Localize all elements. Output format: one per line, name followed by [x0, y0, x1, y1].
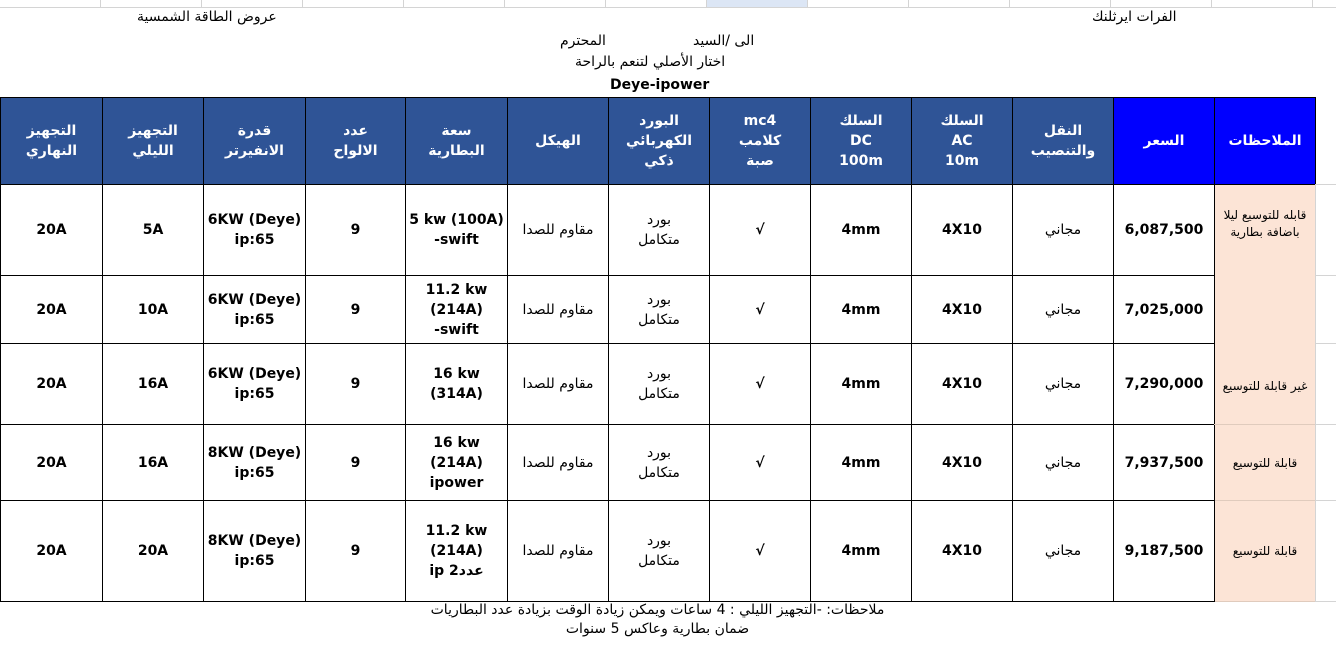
cell-frame[interactable]: مقاوم للصدا — [507, 424, 609, 501]
cell-panels[interactable]: 9 — [305, 275, 406, 344]
cell-dc[interactable]: 4mm — [810, 343, 912, 425]
table-row: 20A 16A 6KW (Deye) ip:65 9 16 kw (314A) مقاوم… — [0, 343, 1316, 425]
cell-battery[interactable]: 11.2 kw (214A) -swift — [405, 275, 508, 344]
column-header[interactable]: التجهيز الليلي — [102, 97, 204, 185]
notes-cell[interactable]: قابلة للتوسيع — [1214, 424, 1316, 501]
cell-inverter[interactable]: 8KW (Deye) ip:65 — [203, 424, 306, 501]
cell-install[interactable]: مجاني — [1012, 424, 1114, 501]
cell-frame[interactable]: مقاوم للصدا — [507, 184, 609, 276]
cell-board[interactable]: بورد متكامل — [608, 343, 710, 425]
cell-ac[interactable]: 4X10 — [911, 500, 1013, 602]
cell-battery[interactable]: 16 kw (214A) ipower — [405, 424, 508, 501]
slogan: اختار الأصلي لتنعم بالراحة — [575, 54, 726, 70]
cell-price[interactable]: 7,025,000 — [1113, 275, 1215, 344]
cell-dc[interactable]: 4mm — [810, 500, 912, 602]
column-header[interactable]: قدرة الانفيرتر — [203, 97, 306, 185]
cell-mc4[interactable]: √ — [709, 184, 811, 276]
offer-title: عروض الطاقة الشمسية — [137, 9, 277, 25]
cell-night[interactable]: 5A — [102, 184, 204, 276]
cell-dc[interactable]: 4mm — [810, 275, 912, 344]
header-row: التجهيز النهاري التجهيز الليلي قدرة الانفي… — [0, 97, 1316, 185]
cell-board[interactable]: بورد متكامل — [608, 184, 710, 276]
cell-panels[interactable]: 9 — [305, 343, 406, 425]
cell-inverter[interactable]: 6KW (Deye) ip:65 — [203, 275, 306, 344]
offers-table: التجهيز النهاري التجهيز الليلي قدرة الانفي… — [0, 97, 1316, 602]
cell-frame[interactable]: مقاوم للصدا — [507, 500, 609, 602]
table-row: 20A 10A 6KW (Deye) ip:65 9 11.2 kw (214A) -s… — [0, 275, 1316, 344]
cell-mc4[interactable]: √ — [709, 343, 811, 425]
column-grid-top — [0, 0, 1336, 8]
cell-panels[interactable]: 9 — [305, 184, 406, 276]
cell-price[interactable]: 9,187,500 — [1113, 500, 1215, 602]
cell-mc4[interactable]: √ — [709, 275, 811, 344]
table-row: 20A 5A 6KW (Deye) ip:65 9 5 kw (100A) -swift… — [0, 184, 1316, 425]
cell-board[interactable]: بورد متكامل — [608, 424, 710, 501]
cell-battery[interactable]: 5 kw (100A) -swift — [405, 184, 508, 276]
brand: Deye-ipower — [610, 77, 710, 93]
cell-install[interactable]: مجاني — [1012, 184, 1114, 276]
cell-ac[interactable]: 4X10 — [911, 275, 1013, 344]
cell-night[interactable]: 10A — [102, 275, 204, 344]
cell-board[interactable]: بورد متكامل — [608, 500, 710, 602]
respected: المحترم — [560, 33, 606, 49]
table-row: 20A 20A 8KW (Deye) ip:65 9 11.2 kw (214A) ip… — [0, 500, 1316, 602]
notes-cell[interactable]: قابلة للتوسيع — [1214, 500, 1316, 602]
column-header[interactable]: البورد الكهربائي ذكي — [608, 97, 710, 185]
cell-dc[interactable]: 4mm — [810, 424, 912, 501]
footer-line-2: ضمان بطارية وعاكس 5 سنوات — [565, 621, 750, 637]
cell-install[interactable]: مجاني — [1012, 275, 1114, 344]
cell-battery[interactable]: 11.2 kw (214A) ip عدد2 — [405, 500, 508, 602]
cell-panels[interactable]: 9 — [305, 424, 406, 501]
column-header[interactable]: التجهيز النهاري — [0, 97, 103, 185]
cell-install[interactable]: مجاني — [1012, 343, 1114, 425]
column-header[interactable]: عدد الالواح — [305, 97, 406, 185]
cell-mc4[interactable]: √ — [709, 500, 811, 602]
cell-inverter[interactable]: 6KW (Deye) ip:65 — [203, 184, 306, 276]
cell-ac[interactable]: 4X10 — [911, 343, 1013, 425]
footer-line-1: ملاحظات: -التجهيز الليلي : 4 ساعات ويمكن… — [430, 602, 885, 618]
cell-mc4[interactable]: √ — [709, 424, 811, 501]
cell-panels[interactable]: 9 — [305, 500, 406, 602]
cell-night[interactable]: 16A — [102, 424, 204, 501]
cell-day[interactable]: 20A — [0, 184, 103, 276]
cell-battery[interactable]: 16 kw (314A) — [405, 343, 508, 425]
cell-price[interactable]: 7,937,500 — [1113, 424, 1215, 501]
column-header[interactable]: السلك AC 10m — [911, 97, 1013, 185]
column-header[interactable]: السلك DC 100m — [810, 97, 912, 185]
cell-board[interactable]: بورد متكامل — [608, 275, 710, 344]
cell-night[interactable]: 20A — [102, 500, 204, 602]
footer-notes: ملاحظات: -التجهيز الليلي : 4 ساعات ويمكن… — [0, 601, 1315, 639]
note-text: غير قابلة للتوسيع — [1222, 379, 1308, 393]
column-header[interactable]: mc4 كلامب صبة — [709, 97, 811, 185]
cell-day[interactable]: 20A — [0, 424, 103, 501]
cell-frame[interactable]: مقاوم للصدا — [507, 343, 609, 425]
column-header[interactable]: النقل والتنصيب — [1012, 97, 1114, 185]
company-name: الفرات ايرثلنك — [1092, 9, 1177, 25]
note-text: قابله للتوسيع ليلا باضافة بطارية — [1223, 208, 1307, 239]
cell-day[interactable]: 20A — [0, 343, 103, 425]
cell-night[interactable]: 16A — [102, 343, 204, 425]
cell-frame[interactable]: مقاوم للصدا — [507, 275, 609, 344]
cell-install[interactable]: مجاني — [1012, 500, 1114, 602]
cell-inverter[interactable]: 6KW (Deye) ip:65 — [203, 343, 306, 425]
cell-price[interactable]: 6,087,500 — [1113, 184, 1215, 276]
cell-inverter[interactable]: 8KW (Deye) ip:65 — [203, 500, 306, 602]
to-mr: الى /السيد — [693, 33, 755, 49]
cell-dc[interactable]: 4mm — [810, 184, 912, 276]
cell-price[interactable]: 7,290,000 — [1113, 343, 1215, 425]
column-header[interactable]: سعة البطارية — [405, 97, 508, 185]
column-header[interactable]: السعر — [1113, 97, 1215, 185]
column-header[interactable]: الملاحظات — [1214, 97, 1316, 185]
notes-cell[interactable]: قابله للتوسيع ليلا باضافة بطارية غير قابل… — [1214, 184, 1316, 425]
cell-ac[interactable]: 4X10 — [911, 184, 1013, 276]
table-row: 20A 16A 8KW (Deye) ip:65 9 16 kw (214A) ipow… — [0, 424, 1316, 501]
column-header[interactable]: الهيكل — [507, 97, 609, 185]
cell-day[interactable]: 20A — [0, 275, 103, 344]
cell-ac[interactable]: 4X10 — [911, 424, 1013, 501]
cell-day[interactable]: 20A — [0, 500, 103, 602]
